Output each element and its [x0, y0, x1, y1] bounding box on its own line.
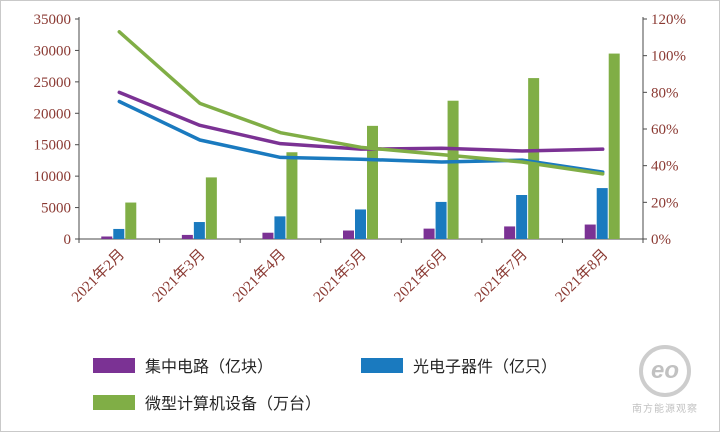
- svg-text:2021年7月: 2021年7月: [471, 246, 531, 306]
- legend-label: 微型计算机设备（万台）: [145, 396, 322, 413]
- legend-item-optoelectronics: 光电子器件（亿只）: [361, 353, 593, 377]
- legend-label: 光电子器件（亿只）: [413, 359, 558, 376]
- svg-text:25000: 25000: [34, 75, 72, 91]
- svg-text:2021年8月: 2021年8月: [552, 246, 612, 306]
- svg-text:100%: 100%: [651, 49, 686, 65]
- watermark: eo 南方能源观察: [625, 345, 705, 415]
- legend-swatch-blue: [361, 357, 403, 373]
- legend-swatch-green: [93, 394, 135, 410]
- legend-item-microcomputers: 微型计算机设备（万台）: [93, 390, 361, 414]
- svg-text:10000: 10000: [34, 169, 72, 185]
- chart-svg: 0 5000 10000 15000 20000 25000 30000 35000 0% 20%…: [34, 12, 687, 306]
- svg-text:20%: 20%: [651, 195, 679, 211]
- watermark-logo-icon: eo: [639, 345, 691, 397]
- svg-text:2021年4月: 2021年4月: [229, 246, 289, 306]
- svg-text:35000: 35000: [34, 12, 72, 28]
- svg-text:2021年2月: 2021年2月: [68, 246, 128, 306]
- legend-item-integrated-circuits: 集中电路（亿块）: [93, 353, 361, 377]
- svg-text:15000: 15000: [34, 138, 72, 154]
- legend-label: 集中电路（亿块）: [145, 359, 274, 376]
- svg-text:40%: 40%: [651, 159, 679, 175]
- svg-text:0: 0: [64, 232, 72, 248]
- svg-text:2021年3月: 2021年3月: [149, 246, 209, 306]
- chart-legend: 集中电路（亿块） 光电子器件（亿只） 微型计算机设备（万台）: [93, 353, 593, 414]
- svg-text:5000: 5000: [41, 201, 71, 217]
- watermark-logo-text: eo: [650, 357, 679, 384]
- svg-text:80%: 80%: [651, 85, 679, 101]
- svg-text:0%: 0%: [651, 232, 671, 248]
- svg-text:60%: 60%: [651, 122, 679, 138]
- svg-text:2021年6月: 2021年6月: [391, 246, 451, 306]
- legend-swatch-purple: [93, 357, 135, 373]
- svg-text:30000: 30000: [34, 43, 72, 59]
- svg-text:120%: 120%: [651, 12, 686, 28]
- svg-text:2021年5月: 2021年5月: [310, 246, 370, 306]
- svg-text:20000: 20000: [34, 106, 72, 122]
- watermark-text: 南方能源观察: [632, 404, 698, 415]
